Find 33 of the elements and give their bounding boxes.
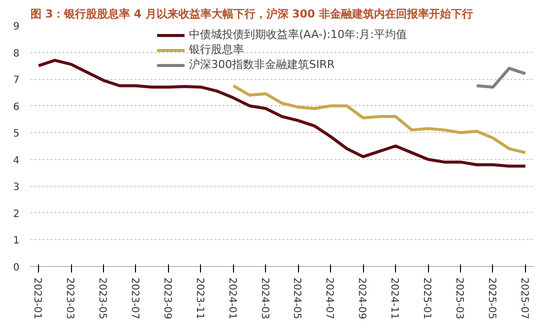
x-tick-label: 2025-03 [453, 278, 464, 320]
x-tick-label: 2023-01 [32, 278, 43, 320]
x-tick-label: 2025-05 [486, 278, 497, 320]
y-tick-label: 3 [13, 182, 20, 194]
x-tick-label: 2025-07 [518, 278, 530, 320]
x-tick-label: 2024-05 [291, 278, 302, 320]
x-tick-label: 2025-01 [421, 278, 432, 320]
y-tick-label: 7 [13, 75, 20, 86]
x-tick-label: 2023-07 [128, 278, 140, 320]
y-tick-label: 6 [13, 102, 20, 113]
legend-label: 银行股息率 [189, 42, 244, 57]
legend-label: 沪深300指数非金融建筑SIRR [189, 57, 335, 72]
x-tick-label: 2023-09 [161, 278, 172, 320]
y-tick-label: 9 [13, 22, 20, 32]
x-tick-label: 2024-09 [356, 278, 368, 320]
line-series [475, 66, 527, 89]
y-tick-label: 2 [13, 208, 20, 220]
x-tick-label: 2024-01 [226, 278, 238, 320]
x-tick-label: 2023-11 [194, 278, 205, 320]
y-tick-label: 0 [13, 262, 20, 274]
legend-label: 中债城投债到期收益率(AA-):10年:月:平均值 [189, 27, 407, 42]
x-tick-label: 2023-03 [64, 278, 76, 320]
line-series [232, 84, 527, 154]
x-tick-label: 2024-07 [324, 278, 335, 320]
x-tick-label: 2024-11 [388, 278, 400, 320]
y-tick-label: 4 [13, 155, 20, 166]
y-tick-label: 1 [13, 236, 20, 247]
x-tick-label: 2023-05 [96, 278, 108, 320]
y-tick-label: 5 [13, 128, 20, 140]
y-tick-label: 8 [13, 48, 20, 60]
chart-title: 图 3：银行股股息率 4 月以来收益率大幅下行，沪深 300 非金融建筑内在回报率开始下行 [30, 8, 473, 20]
line-series [37, 58, 527, 168]
x-tick-label: 2024-03 [258, 278, 270, 320]
